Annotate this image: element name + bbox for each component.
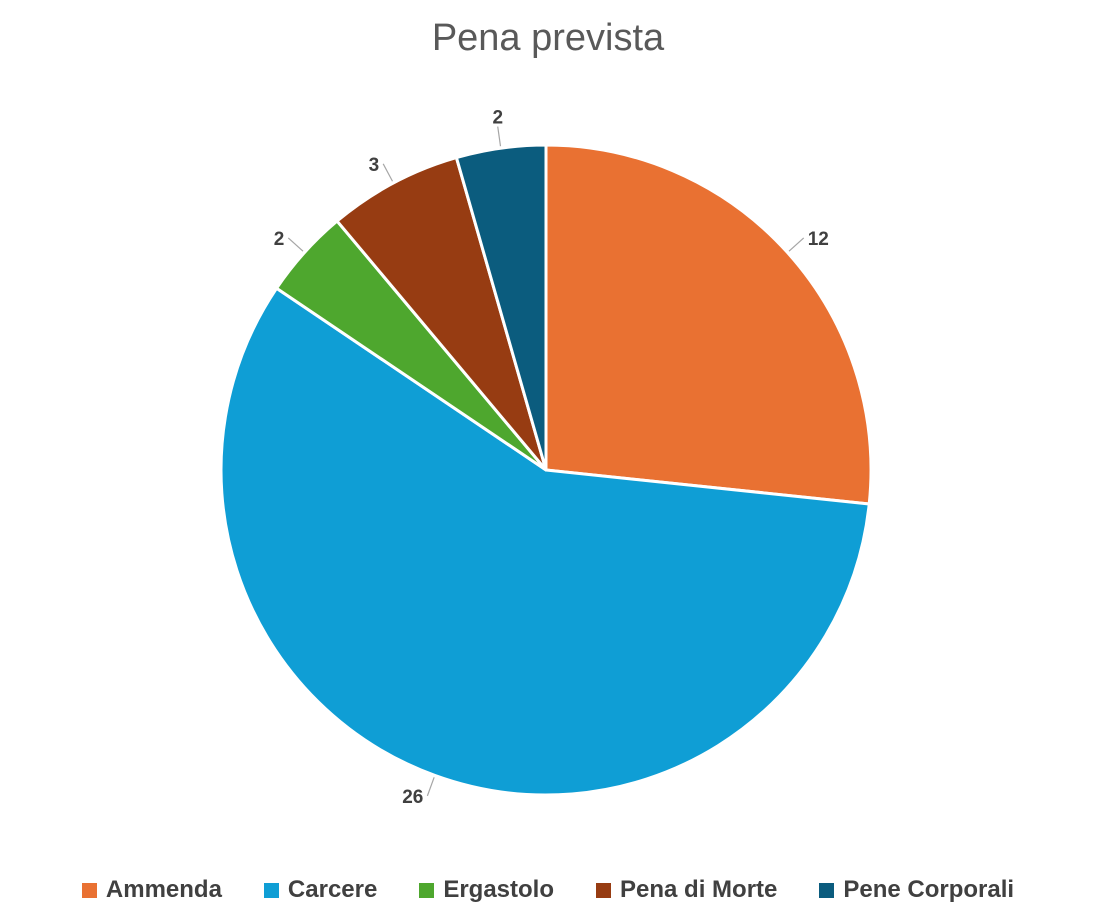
- pie-slice-carcere: [219, 286, 871, 797]
- data-label-ergastolo: 2: [274, 229, 285, 250]
- legend-swatch: [596, 882, 612, 898]
- leader-line: [287, 237, 304, 252]
- legend-label: Ammenda: [105, 876, 222, 903]
- chart-title: Pena prevista: [431, 17, 665, 59]
- data-label-carcere: 26: [402, 787, 423, 808]
- legend-item-ammenda: Ammenda: [81, 876, 222, 904]
- legend-swatch: [263, 882, 279, 898]
- data-label-pene-corporali: 2: [492, 108, 503, 129]
- pie-slice-pene-corporali: [454, 143, 548, 472]
- legend-swatch: [81, 882, 97, 898]
- legend-label: Pene Corporali: [843, 876, 1015, 903]
- pie-slice-ammenda: [544, 143, 873, 506]
- legend: Ammenda Carcere Ergastolo Pena di Morte Pene…: [0, 870, 1096, 910]
- leader-line: [426, 777, 435, 797]
- legend-swatch: [819, 882, 835, 898]
- legend-label: Ergastolo: [443, 876, 555, 903]
- legend-label: Carcere: [287, 876, 378, 903]
- leader-line: [788, 237, 805, 252]
- legend-item-pene-corporali: Pene Corporali: [819, 876, 1014, 904]
- legend-label: Pena di Morte: [620, 876, 778, 903]
- pie-plot-area: 12 26 2 3 2: [219, 108, 873, 808]
- leader-line: [382, 163, 394, 182]
- legend-item-ergastolo: Ergastolo: [419, 876, 554, 904]
- legend-item-pena-di-morte: Pena di Morte: [596, 876, 777, 904]
- leader-line: [497, 126, 502, 147]
- legend-item-carcere: Carcere: [263, 876, 378, 904]
- data-label-ammenda: 12: [808, 229, 829, 250]
- data-label-pena-di-morte: 3: [369, 155, 380, 176]
- pie-slice-pena-di-morte: [335, 156, 548, 472]
- legend-swatch: [419, 882, 435, 898]
